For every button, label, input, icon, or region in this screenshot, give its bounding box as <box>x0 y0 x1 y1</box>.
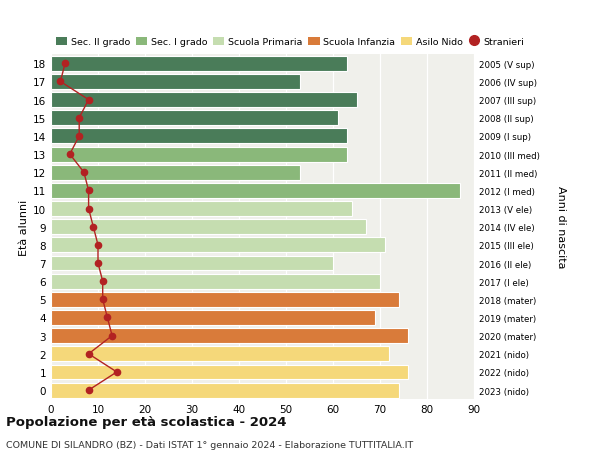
Bar <box>51 238 385 253</box>
Bar <box>51 165 300 180</box>
Bar <box>51 347 389 362</box>
Y-axis label: Età alunni: Età alunni <box>19 199 29 255</box>
Bar <box>51 329 408 343</box>
Bar <box>51 292 399 307</box>
Bar <box>51 184 460 198</box>
Bar <box>51 93 356 108</box>
Bar <box>51 256 333 271</box>
Bar <box>51 57 347 72</box>
Bar <box>51 202 352 217</box>
Bar <box>51 111 338 126</box>
Y-axis label: Anni di nascita: Anni di nascita <box>556 186 566 269</box>
Text: Popolazione per età scolastica - 2024: Popolazione per età scolastica - 2024 <box>6 415 287 428</box>
Bar <box>51 220 366 235</box>
Bar <box>51 274 380 289</box>
Bar <box>51 310 376 325</box>
Text: COMUNE DI SILANDRO (BZ) - Dati ISTAT 1° gennaio 2024 - Elaborazione TUTTITALIA.I: COMUNE DI SILANDRO (BZ) - Dati ISTAT 1° … <box>6 440 413 449</box>
Bar <box>51 365 408 380</box>
Bar <box>51 75 300 90</box>
Legend: Sec. II grado, Sec. I grado, Scuola Primaria, Scuola Infanzia, Asilo Nido, Stran: Sec. II grado, Sec. I grado, Scuola Prim… <box>56 38 524 47</box>
Bar <box>51 383 399 397</box>
Bar <box>51 147 347 162</box>
Bar <box>51 129 347 144</box>
